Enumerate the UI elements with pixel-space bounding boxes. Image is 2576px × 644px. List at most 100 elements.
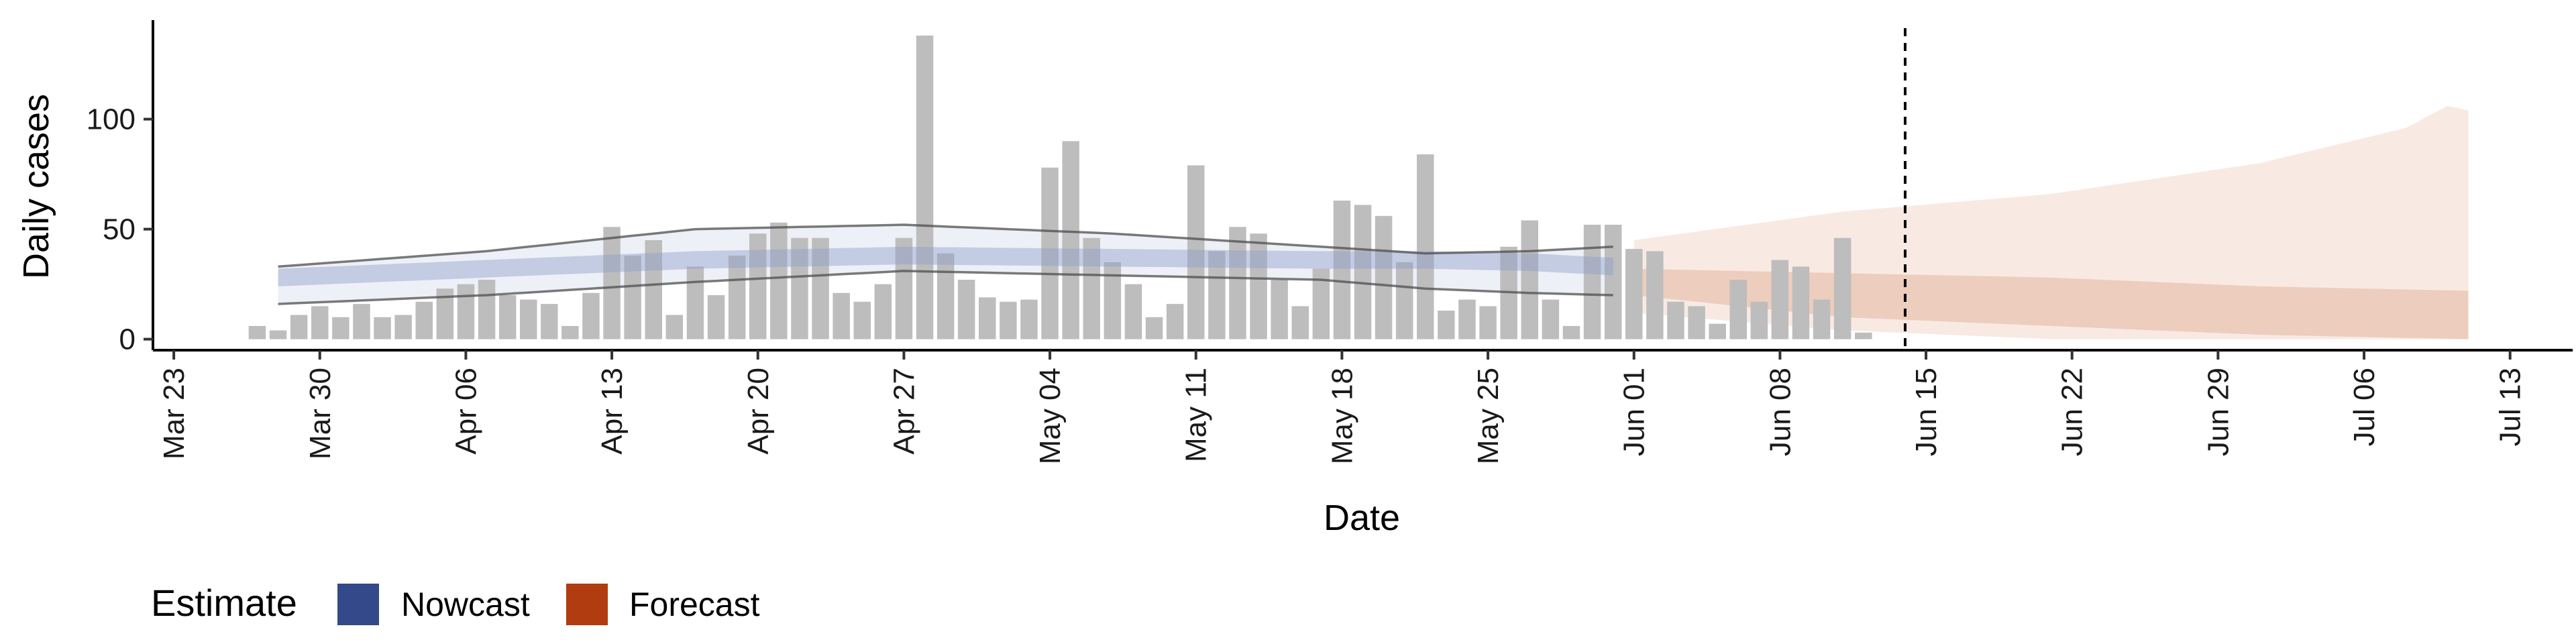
y-tick-label: 0 xyxy=(119,323,136,356)
bar xyxy=(1166,304,1184,339)
bar xyxy=(541,304,558,339)
bar xyxy=(1771,260,1789,339)
y-axis-title: Daily cases xyxy=(16,94,56,279)
bar xyxy=(1208,251,1226,339)
bar xyxy=(1291,306,1309,339)
bar xyxy=(1521,220,1538,339)
bar xyxy=(957,280,975,339)
axes: 0 50 100 Mar 23 Mar 30 Apr 06 Apr 13 Apr 20 Apr … xyxy=(87,20,2573,464)
bar xyxy=(1417,154,1434,339)
x-tick-label: Apr 27 xyxy=(888,368,920,455)
bar xyxy=(1229,227,1246,339)
bar xyxy=(457,284,475,339)
x-axis-title: Date xyxy=(1324,498,1400,538)
bar xyxy=(1562,325,1580,339)
bar xyxy=(603,227,621,339)
bar xyxy=(770,222,788,339)
x-tick-label: Mar 23 xyxy=(158,368,191,460)
bar xyxy=(1729,280,1747,339)
bar xyxy=(374,317,391,339)
bar xyxy=(1104,262,1122,339)
bar xyxy=(1542,299,1560,339)
bar xyxy=(498,295,517,339)
bar xyxy=(1375,215,1393,339)
bar xyxy=(1625,249,1643,339)
bar xyxy=(1833,237,1851,339)
bar xyxy=(1855,332,1872,339)
bar xyxy=(478,280,496,339)
bar xyxy=(833,292,850,339)
nowcast-upper-line xyxy=(278,223,1613,268)
bar xyxy=(290,315,308,339)
x-tick-label: May 25 xyxy=(1472,368,1505,464)
bar xyxy=(582,292,600,339)
bar xyxy=(749,233,767,339)
bar xyxy=(1271,280,1288,339)
bar xyxy=(1187,165,1205,339)
legend-swatch-nowcast xyxy=(337,584,379,625)
bar xyxy=(248,325,266,339)
bar xyxy=(1750,301,1768,339)
bar xyxy=(1333,201,1351,339)
x-tick-label: Jun 15 xyxy=(1910,368,1943,456)
x-tick-label: Jul 13 xyxy=(2494,368,2527,446)
bar xyxy=(332,317,350,339)
x-tick-label: Jun 29 xyxy=(2202,368,2235,456)
legend-title: Estimate xyxy=(151,582,297,624)
x-tick-label: Jul 06 xyxy=(2348,368,2381,446)
bar xyxy=(1062,141,1079,339)
bar xyxy=(1813,299,1831,339)
bar xyxy=(812,237,829,339)
bar xyxy=(1020,299,1038,339)
bar xyxy=(1458,299,1476,339)
bar xyxy=(1688,306,1705,339)
bar xyxy=(916,36,934,339)
bar xyxy=(1250,233,1267,339)
bar xyxy=(394,315,412,339)
bar xyxy=(1000,301,1017,339)
bar xyxy=(1667,301,1684,339)
y-tick-label: 50 xyxy=(103,213,136,246)
bar xyxy=(269,330,287,339)
bar xyxy=(311,306,329,339)
bar xyxy=(895,237,913,339)
bar xyxy=(1438,311,1455,339)
x-tick-label: Apr 06 xyxy=(449,368,482,455)
bar xyxy=(1792,266,1810,339)
x-tick-label: Mar 30 xyxy=(304,368,337,460)
legend: Estimate Nowcast Forecast xyxy=(151,582,760,625)
bar xyxy=(1395,262,1413,339)
bar xyxy=(874,284,892,339)
bar xyxy=(936,253,955,339)
legend-swatch-forecast xyxy=(566,584,608,625)
bar xyxy=(1145,317,1163,339)
x-tick-label: Apr 20 xyxy=(742,368,775,455)
bar xyxy=(853,301,871,339)
bar xyxy=(665,315,684,339)
bar xyxy=(415,301,433,339)
x-tick-label: Apr 13 xyxy=(596,368,629,455)
bar xyxy=(686,266,704,339)
bar xyxy=(561,325,579,339)
nowcast-inner-band xyxy=(278,246,1613,286)
bar xyxy=(707,295,725,339)
bar xyxy=(1354,205,1372,339)
y-tick-label: 100 xyxy=(87,103,136,136)
bar xyxy=(979,297,996,339)
bar xyxy=(1646,251,1664,339)
bar xyxy=(645,240,662,339)
bar xyxy=(1479,306,1497,339)
plot-area xyxy=(248,28,2469,350)
bar xyxy=(1124,284,1142,339)
x-tick-label: Jun 22 xyxy=(2056,368,2089,456)
x-tick-label: May 11 xyxy=(1180,368,1213,462)
bar xyxy=(1709,323,1726,339)
bar xyxy=(1041,167,1059,339)
bar xyxy=(353,304,370,339)
bar xyxy=(624,256,641,339)
bar xyxy=(791,237,808,339)
bar xyxy=(1083,237,1100,339)
x-tick-label: May 04 xyxy=(1034,368,1067,464)
x-tick-label: Jun 08 xyxy=(1764,368,1796,456)
